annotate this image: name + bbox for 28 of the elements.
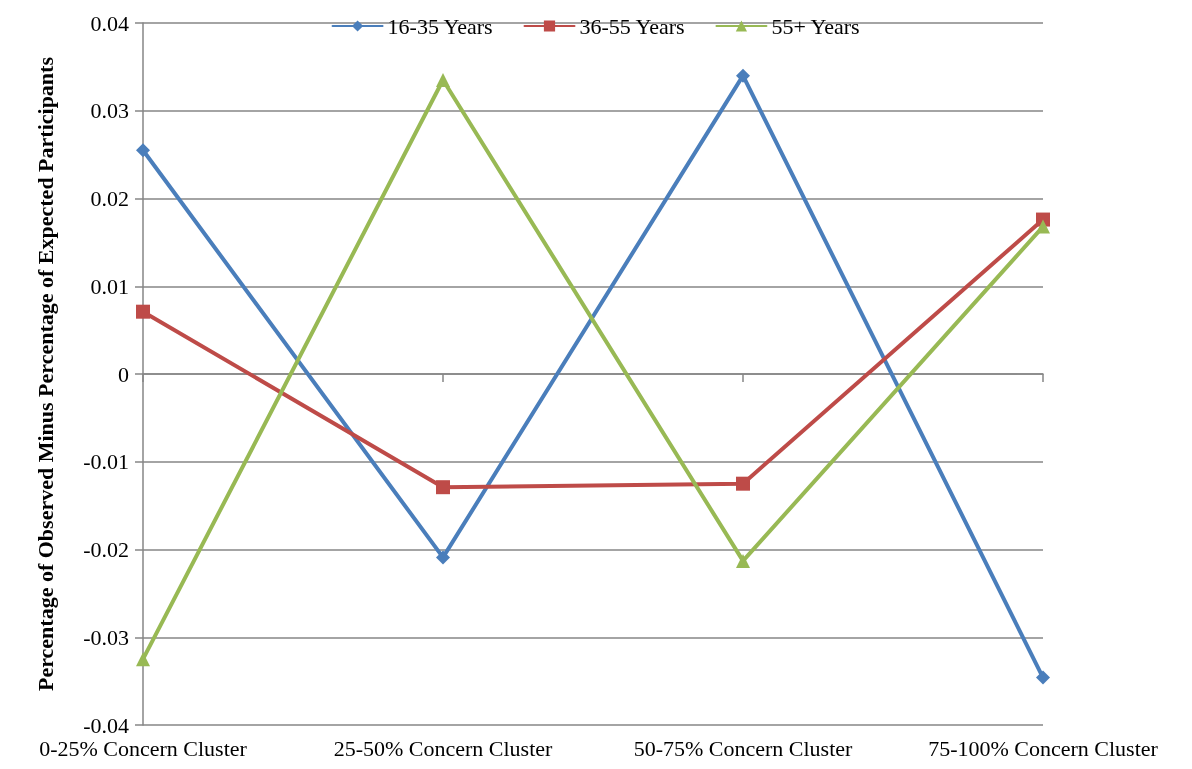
x-tick-label: 0-25% Concern Cluster bbox=[39, 735, 248, 761]
point bbox=[436, 480, 450, 495]
legend-label: 55+ Years bbox=[771, 13, 860, 39]
point bbox=[1036, 670, 1050, 685]
y-axis-title: Percentage of Observed Minus Percentage of Expected Participants bbox=[32, 56, 58, 691]
x-tick-label: 50-75% Concern Cluster bbox=[633, 735, 854, 761]
y-tick-label: 0.02 bbox=[90, 186, 129, 211]
y-tick-label: 0 bbox=[118, 361, 129, 387]
legend-label: 16-35 Years bbox=[387, 13, 493, 39]
point bbox=[136, 652, 150, 667]
point bbox=[436, 73, 450, 88]
x-tick-label: 25-50% Concern Cluster bbox=[333, 735, 554, 761]
point bbox=[736, 476, 750, 491]
point bbox=[136, 143, 150, 158]
y-tick-label: 0.04 bbox=[90, 10, 129, 36]
y-tick-label: -0.01 bbox=[83, 449, 129, 475]
y-tick-label: -0.03 bbox=[83, 624, 129, 650]
y-tick-label: -0.04 bbox=[83, 712, 129, 738]
point bbox=[736, 553, 750, 568]
x-tick-label: 75-100% Concern Cluster bbox=[928, 735, 1159, 761]
legend-label: 36-55 Years bbox=[579, 13, 685, 39]
y-tick-label: 0.03 bbox=[90, 98, 129, 124]
point bbox=[1036, 219, 1050, 234]
point bbox=[736, 68, 750, 83]
point bbox=[436, 550, 450, 565]
point bbox=[136, 304, 150, 319]
y-tick-label: 0.01 bbox=[90, 273, 129, 299]
y-tick-label: -0.02 bbox=[83, 537, 129, 562]
